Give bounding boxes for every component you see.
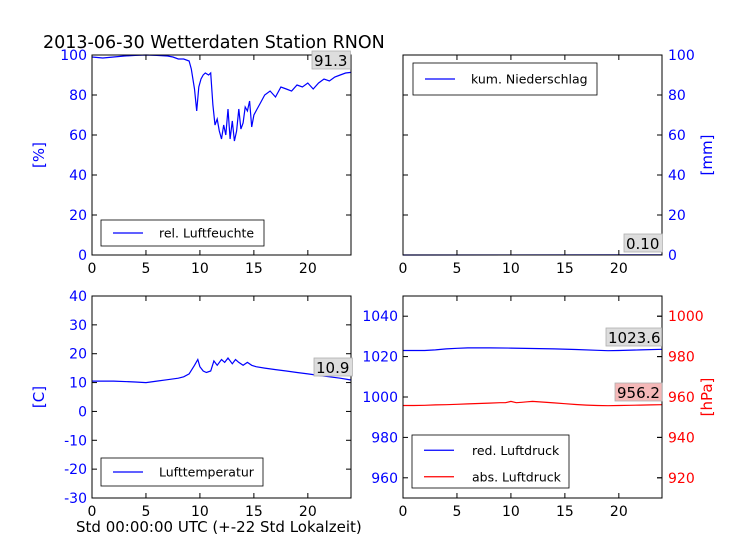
x-tick-label: 0 — [399, 261, 408, 277]
x-axis-caption: Std 00:00:00 UTC (+-22 Std Lokalzeit) — [76, 518, 362, 536]
x-tick-label: 20 — [299, 504, 317, 520]
series-line-red-luftdruck — [403, 347, 663, 352]
chart-panel-top-left: 0 5 10 15 20 0 20 40 60 80 100 [%] rel. Luftfeuchte 9… — [30, 48, 352, 277]
y-tick-label: 30 — [69, 318, 87, 334]
y-tick-label: 940 — [668, 430, 695, 446]
legend-label: rel. Luftfeuchte — [159, 226, 254, 241]
y-tick-label: -10 — [64, 433, 87, 449]
y-axis-label: [mm] — [698, 135, 716, 176]
current-value-label: 1023.6 — [608, 329, 661, 347]
current-value-box — [313, 357, 353, 377]
y-tick-label: 20 — [69, 347, 87, 363]
x-tick-label: 10 — [502, 504, 520, 520]
current-value-label: 0.10 — [626, 235, 659, 253]
y-tick-label: 1040 — [362, 309, 398, 325]
y-tick-label: 0 — [78, 404, 87, 420]
series-line-abs-luftdruck — [403, 400, 663, 407]
current-value-box — [311, 50, 351, 70]
y-tick-label: 20 — [69, 208, 87, 224]
x-tick-label: 15 — [245, 261, 263, 277]
legend-label: Lufttemperatur — [159, 465, 255, 480]
x-tick-label: 0 — [88, 504, 97, 520]
y-tick-label: 20 — [668, 208, 686, 224]
y-tick-label: 1020 — [362, 350, 398, 366]
current-value-label: 10.9 — [316, 359, 349, 377]
y-tick-label: -20 — [64, 462, 87, 478]
current-value-label: 956.2 — [617, 384, 660, 402]
x-tick-label: 15 — [556, 504, 574, 520]
y-axis-label: [hPa] — [698, 378, 716, 417]
current-value-box — [614, 382, 663, 402]
y-axis-label: [C] — [30, 386, 48, 408]
y-tick-label: 100 — [668, 48, 695, 64]
y-tick-label: 60 — [69, 128, 87, 144]
plot-frame — [91, 295, 352, 499]
legend-label: red. Luftdruck — [472, 443, 560, 458]
y-tick-label: 980 — [668, 350, 695, 366]
y-tick-label: 100 — [60, 48, 87, 64]
x-tick-label: 20 — [610, 504, 628, 520]
figure-title: 2013-06-30 Wetterdaten Station RNON — [43, 33, 385, 53]
chart-panel-top-right: 0 5 10 15 20 0 20 40 60 80 100 [mm] kum. Niederschla… — [399, 48, 716, 277]
current-value-label: 91.3 — [314, 52, 347, 70]
y-tick-label: 80 — [69, 88, 87, 104]
y-tick-label: 980 — [371, 430, 398, 446]
y-tick-label: 40 — [69, 168, 87, 184]
chart-panel-bottom-left: 0 5 10 15 20 -30 -20 -10 0 10 20 30 40 [C] Lufttempera… — [30, 289, 353, 520]
series-line-rel-luftfeuchte — [91, 54, 352, 142]
y-tick-label: 10 — [69, 376, 87, 392]
current-value-box — [605, 327, 662, 347]
x-tick-label: 15 — [556, 261, 574, 277]
y-tick-label: 40 — [668, 168, 686, 184]
y-axis-label: [%] — [30, 142, 48, 168]
y-tick-label: 960 — [371, 471, 398, 487]
y-tick-label: 0 — [668, 248, 677, 264]
x-tick-label: 10 — [191, 261, 209, 277]
y-tick-label: 960 — [668, 390, 695, 406]
legend-label: kum. Niederschlag — [471, 72, 588, 87]
chart-panel-bottom-right: 0 5 10 15 20 960 980 1000 1020 1040 920 940 960 980 10… — [362, 295, 716, 520]
y-tick-label: 1000 — [668, 309, 704, 325]
y-tick-label: 40 — [69, 289, 87, 305]
x-tick-label: 5 — [452, 504, 461, 520]
y-tick-label: 920 — [668, 471, 695, 487]
plot-frame — [402, 54, 663, 256]
y-tick-label: -30 — [64, 491, 87, 507]
current-value-box — [623, 233, 663, 253]
series-line-lufttemperatur — [92, 356, 352, 384]
x-tick-label: 5 — [141, 261, 150, 277]
x-tick-label: 5 — [452, 261, 461, 277]
x-tick-label: 15 — [245, 504, 263, 520]
x-tick-label: 10 — [502, 261, 520, 277]
legend-box — [411, 434, 570, 489]
x-tick-label: 20 — [610, 261, 628, 277]
y-tick-label: 60 — [668, 128, 686, 144]
x-tick-label: 0 — [88, 261, 97, 277]
y-tick-label: 0 — [78, 248, 87, 264]
y-tick-label: 80 — [668, 88, 686, 104]
x-tick-label: 5 — [141, 504, 150, 520]
x-tick-label: 10 — [191, 504, 209, 520]
plot-frame — [91, 54, 352, 256]
legend-label: abs. Luftdruck — [472, 469, 562, 484]
y-tick-label: 1000 — [362, 390, 398, 406]
x-tick-label: 20 — [299, 261, 317, 277]
x-tick-label: 0 — [399, 504, 408, 520]
